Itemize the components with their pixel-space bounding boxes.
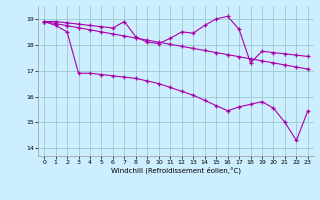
X-axis label: Windchill (Refroidissement éolien,°C): Windchill (Refroidissement éolien,°C) (111, 167, 241, 174)
